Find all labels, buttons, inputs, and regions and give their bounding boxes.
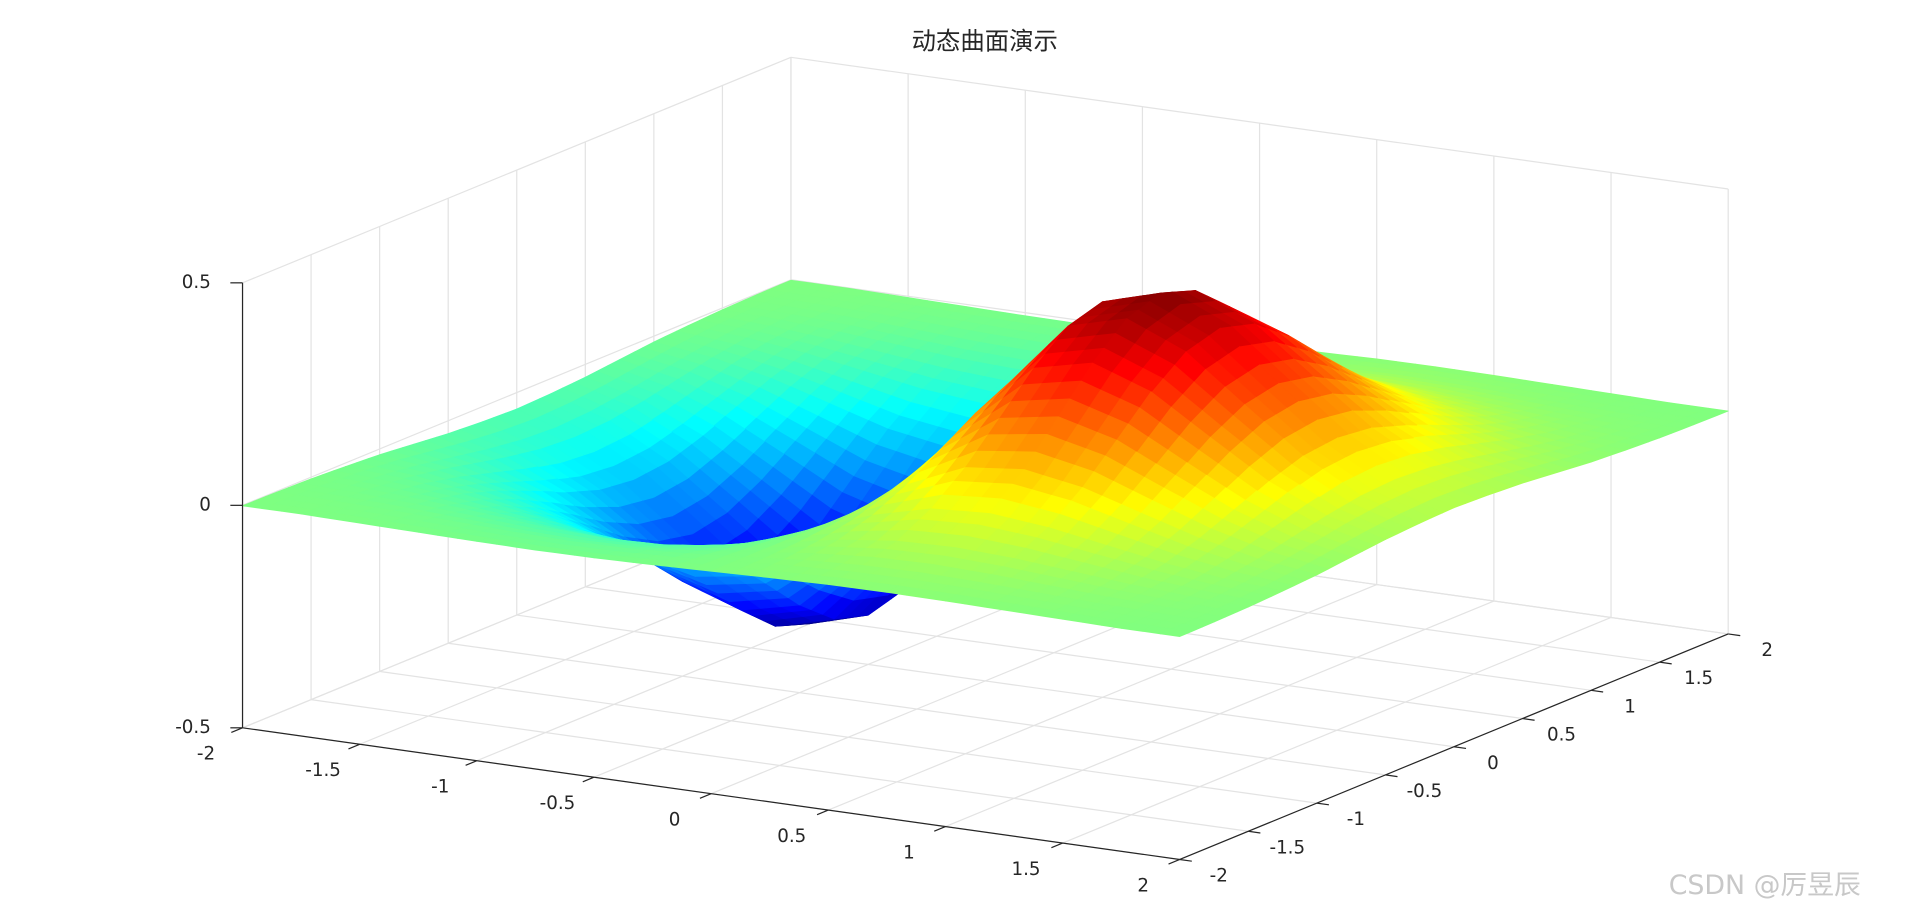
x-tick [934,826,946,832]
chart-title: 动态曲面演示 [912,27,1058,56]
z-tick-label: 0.5 [182,272,211,293]
x-tick-label: 1 [903,842,915,863]
x-tick [231,727,243,734]
y-tick-label: -1.5 [1269,837,1305,858]
x-tick [465,760,478,766]
y-tick-label: -0.5 [1407,781,1443,802]
x-tick [699,793,712,799]
x-tick [1051,842,1063,849]
grid-line [242,56,792,284]
y-tick-label: 0 [1487,753,1499,774]
grid-line [242,279,792,506]
x-tick [582,776,595,783]
y-tick-label: 0.5 [1547,725,1576,746]
watermark: CSDN @厉昱辰 [1669,870,1861,901]
surface-patch [1159,628,1192,637]
y-tick [1179,858,1192,862]
y-tick-label: 1 [1624,696,1636,717]
x-tick-label: 1.5 [1012,859,1041,880]
y-tick-label: 1.5 [1684,668,1713,689]
y-tick-label: 2 [1761,640,1773,661]
x-tick-label: -1 [431,777,449,798]
surface-layer [242,279,1729,637]
x-tick-label: 0 [669,809,681,830]
x-tick-label: 2 [1137,875,1149,896]
x-tick [1168,858,1180,865]
x-tick-label: -2 [197,744,215,765]
axes-layer: -2 -1.5 -1 -0.5 0 0.5 1 1.5 2 -2 -1.5 -1 -0.5 0 0.5 1 1.… [175,272,1773,896]
z-tick-label: 0 [199,494,211,515]
x-tick [816,809,829,816]
x-tick [348,743,360,750]
y-tick [1728,633,1741,637]
grid-line [448,642,1386,776]
x-tick-label: -1.5 [305,760,341,781]
grid-line [379,670,1317,804]
grid-line [516,614,1455,748]
x-tick-label: 0.5 [777,826,806,847]
y-tick-label: -2 [1210,866,1228,887]
x-tick-label: -0.5 [540,793,576,814]
z-tick-label: -0.5 [175,717,211,738]
y-tick [1316,802,1330,806]
y-tick [1659,661,1672,665]
y-tick-label: -1 [1347,809,1365,830]
grid-line [311,699,1249,832]
grid-line [790,56,1729,190]
y-tick [1590,689,1604,693]
y-tick [1522,717,1535,721]
y-tick [1385,774,1398,778]
y-tick [1248,830,1261,834]
y-tick [1453,746,1467,750]
